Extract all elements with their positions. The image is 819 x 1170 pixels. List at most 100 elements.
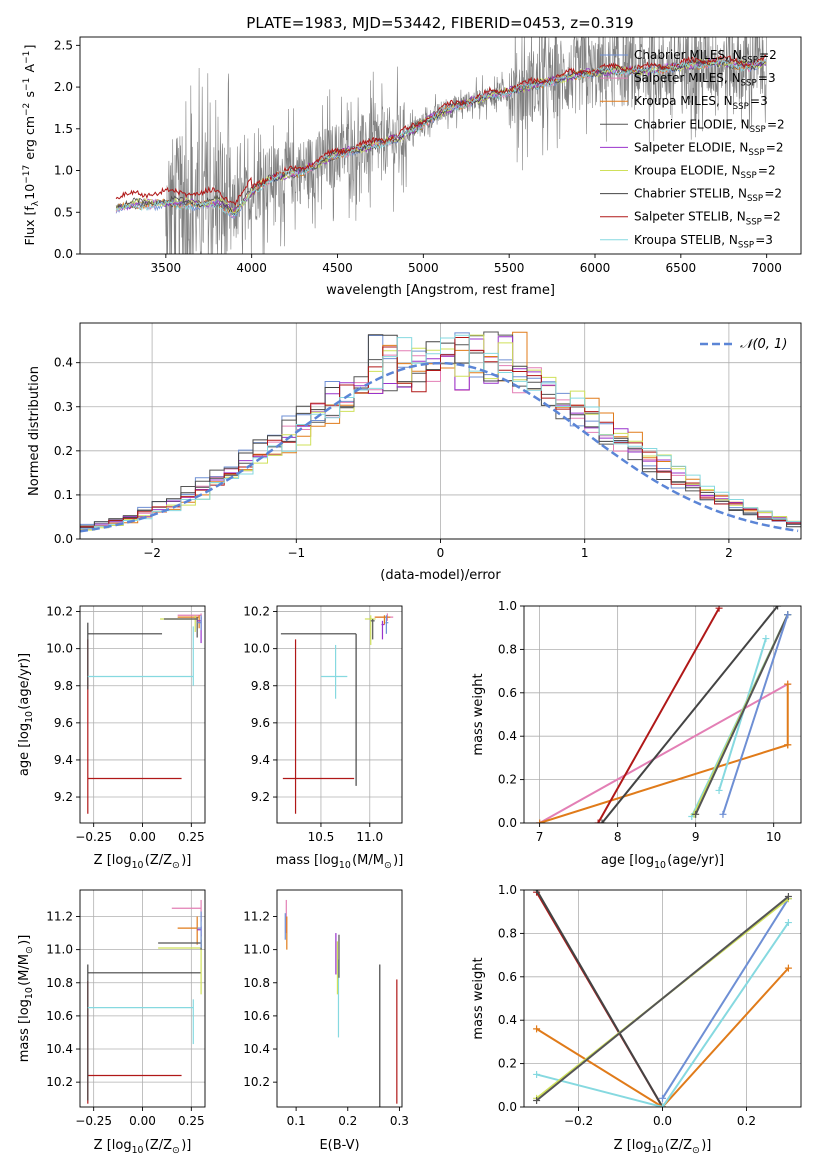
label-superscript: −1: [22, 78, 32, 91]
plus-marker: [784, 893, 792, 901]
x-tick-label: 10: [766, 830, 781, 844]
label-subscript: 10: [24, 711, 35, 723]
panel-weight_vs_Z: −0.2 0.0 0.2 0.0 0.2 0.4 0.6 0.8 1.0 Z [log10 (Z/…: [471, 883, 802, 1156]
panel-mass_vs_Z: −0.25 0.00 0.25 10.2 10.4 10.6 10.8 11.0 11.2 Z […: [17, 889, 206, 1156]
plus-marker: [533, 890, 541, 894]
errorbar-point: [370, 618, 375, 640]
errorbar-point: [87, 626, 194, 686]
y-tick-label: 10.2: [46, 605, 73, 619]
x-tick-label: 0.2: [338, 1114, 357, 1128]
model-spectrum: [115, 58, 767, 212]
x-tick-label: 10.5: [308, 830, 335, 844]
y-tick-label: 10.6: [46, 1009, 73, 1023]
axes-frame: [276, 605, 403, 824]
y-tick-label: 10.0: [243, 642, 270, 656]
label-text: )]: [393, 853, 403, 868]
errorbar-point: [177, 916, 198, 945]
errorbar-point: [158, 934, 202, 995]
label-text: )]: [701, 1138, 711, 1153]
label-text: )]: [181, 853, 191, 868]
x-tick-label: 3500: [151, 261, 182, 275]
y-axis-label: Normed distribution: [27, 366, 42, 496]
x-tick-label: 4000: [236, 261, 267, 275]
legend-label: Kroupa MILES, NSSP =3: [634, 94, 768, 112]
residual-histogram: [80, 334, 801, 530]
plus-marker: [784, 611, 792, 619]
label-text: (age/yr)]: [667, 853, 724, 868]
errorbar-point: [160, 615, 196, 632]
label-superscript: −1: [22, 51, 32, 64]
y-tick-label: 11.0: [243, 943, 270, 957]
plus-marker: [692, 810, 700, 818]
errorbar-point: [385, 615, 389, 634]
plot-area-age_vs_mass: [280, 613, 394, 814]
y-tick-label: 0.6: [498, 970, 517, 984]
label-text: =3: [755, 233, 773, 247]
y-tick-label: 2.0: [54, 80, 73, 94]
plus-marker: [659, 1094, 666, 1102]
x-tick-label: 4500: [322, 261, 353, 275]
x-tick-label: 0.1: [287, 1114, 306, 1128]
x-axis-label: age [log10 (age/yr)]: [601, 853, 724, 871]
y-tick-label: 0.0: [54, 532, 73, 546]
plus-marker: [533, 1070, 541, 1078]
y-tick-label: 0.6: [498, 686, 517, 700]
y-tick-label: 10.2: [243, 1075, 270, 1089]
label-subscript: SSP: [741, 171, 757, 181]
label-subscript: SSP: [748, 148, 764, 158]
y-tick-label: 1.0: [498, 599, 517, 613]
errorbar-point: [87, 622, 163, 690]
label-text: ]: [22, 44, 37, 49]
label-text: )]: [17, 935, 32, 945]
y-tick-label: 0.2: [54, 444, 73, 458]
label-text: =2: [766, 140, 784, 154]
plus-marker: [784, 741, 792, 749]
label-text: =2: [763, 210, 781, 224]
plus-marker: [784, 680, 792, 688]
weight-line: [535, 895, 790, 1102]
legend-label: Chabrier MILES, NSSP =2: [634, 48, 777, 66]
panel-residuals: −2 −1 0 1 2 0.0 0.1 0.2 0.3 0.4 𝒩(0, 1) (data-model…: [27, 322, 802, 583]
errorbar-point: [87, 999, 194, 1045]
model-spectrum: [115, 57, 767, 214]
plot-area-residuals: [80, 331, 801, 533]
weight-line: [536, 967, 790, 1107]
y-tick-label: 0.8: [498, 642, 517, 656]
x-tick-label: −1: [287, 546, 305, 560]
errorbar-point: [280, 633, 357, 786]
label-subscript: 10: [339, 860, 351, 871]
y-tick-label: 0.4: [498, 729, 517, 743]
y-tick-label: 0.8: [498, 926, 517, 940]
label-subscript: λ: [31, 200, 41, 206]
weight-line: [597, 607, 720, 823]
x-tick-label: 0.00: [129, 830, 156, 844]
x-tick-label: 0.3: [390, 1114, 409, 1128]
panel-age_vs_Z: −0.25 0.00 0.259.29.49.69.810.010.2Z [log1…: [17, 605, 206, 871]
weight-line: [535, 890, 664, 1107]
y-tick-label: 10.4: [243, 1042, 270, 1056]
observed-spectrum: [116, 37, 767, 254]
label-subscript: SSP: [747, 194, 763, 204]
errorbar-point: [87, 639, 182, 814]
y-axis-label: age [log10 (age/yr)]: [17, 653, 35, 776]
legend-label: Salpeter MILES, NSSP =3: [634, 71, 776, 89]
errorbar-point: [320, 644, 348, 699]
x-tick-label: 5500: [494, 261, 525, 275]
label-text: erg cm: [22, 116, 37, 164]
plus-marker: [784, 964, 792, 972]
y-tick-label: 0.0: [498, 816, 517, 830]
errorbar-point: [374, 615, 391, 625]
label-text: Salpeter ELODIE, N: [634, 140, 748, 154]
label-subscript: ⊙: [24, 946, 35, 954]
y-tick-label: 10.2: [243, 605, 270, 619]
y-tick-label: 9.2: [251, 790, 270, 804]
legend-label: Kroupa STELIB, NSSP =3: [634, 233, 773, 251]
legend-label: Kroupa ELODIE, NSSP =2: [634, 164, 776, 182]
label-text: Kroupa MILES, N: [634, 94, 733, 108]
y-tick-label: 11.0: [46, 943, 73, 957]
y-tick-label: 9.4: [251, 753, 270, 767]
plus-marker: [659, 1103, 666, 1107]
y-tick-label: 0.0: [498, 1100, 517, 1114]
plot-area-age_vs_Z: [87, 613, 202, 814]
